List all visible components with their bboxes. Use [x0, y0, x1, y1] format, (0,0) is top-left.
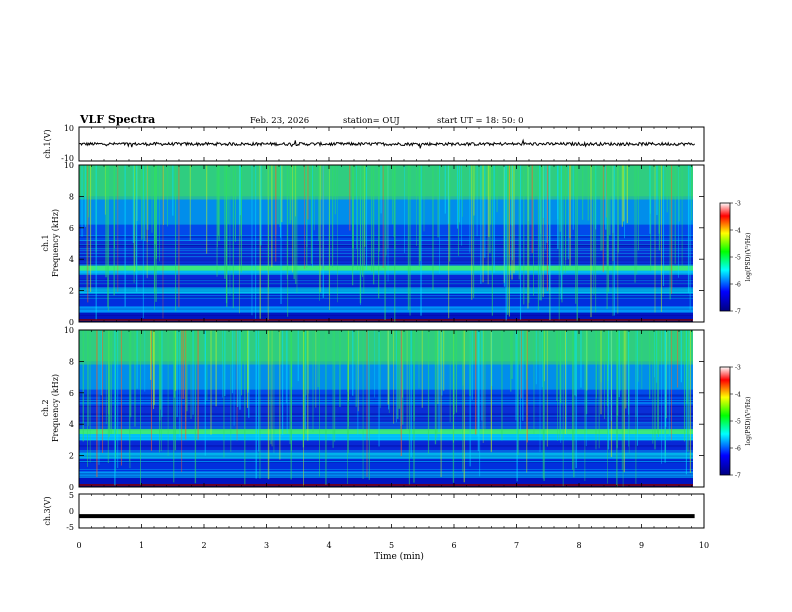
freq-tick-label: 4 — [69, 420, 74, 429]
ch2-freq-ylabel-unit: Frequency (kHz) — [51, 374, 60, 442]
colorbar-tick-label: -5 — [735, 419, 741, 426]
ch1-ylabel: ch.1(V) — [43, 129, 52, 158]
header-start-time: start UT = 18: 50: 0 — [437, 116, 524, 126]
ch2-spectrogram-image — [79, 330, 693, 487]
colorbar-tick-label: -7 — [735, 309, 741, 316]
ch1-freq-ylabel-unit: Frequency (kHz) — [51, 209, 60, 277]
colorbar-tick-label: -3 — [735, 365, 741, 372]
figure-title: VLF Spectra — [79, 113, 155, 126]
freq-tick-label: 2 — [69, 287, 74, 296]
header-date: Feb. 23, 2026 — [250, 116, 309, 126]
time-tick-label: 9 — [639, 541, 644, 550]
freq-tick-label: 10 — [64, 161, 74, 170]
colorbar-tick-label: -7 — [735, 473, 741, 480]
time-tick-label: 2 — [201, 541, 206, 550]
freq-tick-label: 0 — [69, 483, 74, 492]
colorbar-tick-label: -6 — [735, 446, 741, 453]
freq-tick-label: 2 — [69, 452, 74, 461]
colorbar-tick-label: -4 — [735, 228, 741, 235]
colorbar-tick-label: -3 — [735, 201, 741, 208]
time-tick-label: 10 — [699, 541, 709, 550]
freq-tick-label: 4 — [69, 255, 74, 264]
colorbar-tick-label: -4 — [735, 392, 741, 399]
ch1-colorbar-label: log(PSD)(V²/Hz) — [745, 233, 752, 282]
ch3-ytick-top: 5 — [69, 491, 74, 500]
time-tick-label: 8 — [576, 541, 581, 550]
colorbar-tick-label: -5 — [735, 255, 741, 262]
freq-tick-label: 8 — [69, 357, 74, 366]
ch2-colorbar — [719, 366, 731, 476]
ch1-spectrogram-image — [79, 165, 693, 322]
freq-tick-label: 10 — [64, 326, 74, 335]
ch3-ytick-middle: 0 — [69, 507, 74, 516]
ch2-colorbar-label: log(PSD)(V²/Hz) — [745, 397, 752, 446]
time-tick-label: 7 — [514, 541, 519, 550]
freq-tick-label: 8 — [69, 192, 74, 201]
header-station: station= OUJ — [343, 116, 400, 126]
freq-tick-label: 6 — [69, 389, 74, 398]
ch1-ytick-bottom: -10 — [61, 154, 74, 163]
ch1-freq-ylabel-channel: ch.1 — [41, 234, 50, 251]
ch3-ylabel: ch.3(V) — [43, 496, 52, 525]
ch2-freq-ylabel-channel: ch.2 — [41, 399, 50, 416]
time-tick-label: 1 — [139, 541, 144, 550]
freq-tick-label: 6 — [69, 224, 74, 233]
ch1-waveform-trace — [78, 138, 695, 149]
ch3-waveform-panel: 5 0 -5 ch.3(V) — [43, 491, 705, 532]
ch1-waveform-panel: 10 -10 ch.1(V) — [43, 124, 705, 163]
time-tick-label: 6 — [451, 541, 456, 550]
time-tick-label: 4 — [326, 541, 331, 550]
time-tick-label: 0 — [76, 541, 81, 550]
ch1-ytick-top: 10 — [64, 124, 74, 133]
time-tick-label: 3 — [264, 541, 269, 550]
time-axis-label: Time (min) — [374, 551, 424, 562]
time-tick-label: 5 — [389, 541, 394, 550]
ch3-ytick-bottom: -5 — [66, 523, 74, 532]
ch3-waveform-frame — [78, 493, 705, 529]
time-axis: 0 1 2 3 4 5 6 7 8 9 10 — [76, 127, 709, 550]
freq-tick-label: 0 — [69, 318, 74, 327]
colorbar-tick-label: -6 — [735, 282, 741, 289]
ch1-colorbar — [719, 202, 731, 312]
